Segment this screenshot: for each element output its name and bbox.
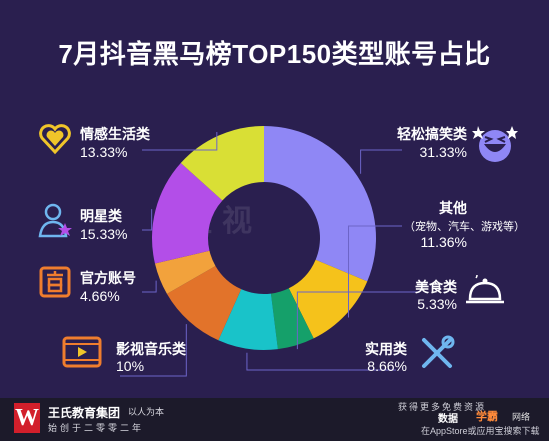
slice-3 bbox=[218, 289, 278, 351]
leader-line-7 bbox=[142, 132, 218, 151]
label-name-star: 明星类 bbox=[80, 208, 122, 224]
watermark-badge: 学霸 bbox=[476, 411, 498, 423]
label-name-funny: 轻松搞笑类 bbox=[397, 126, 467, 142]
label-name-emotion: 情感生活类 bbox=[80, 126, 150, 142]
leader-line-6 bbox=[142, 209, 153, 231]
footer-bar bbox=[0, 398, 549, 441]
leader-line-4 bbox=[120, 324, 187, 377]
label-value-star: 15.33% bbox=[80, 226, 128, 242]
watermark-mid2: 网络 bbox=[512, 412, 531, 422]
slice-7 bbox=[180, 126, 264, 201]
label-name-official: 官方账号 bbox=[80, 270, 136, 286]
laughing-face-icon bbox=[472, 126, 518, 162]
label-value-film: 10% bbox=[116, 358, 145, 374]
leader-line-3 bbox=[246, 352, 396, 371]
label-name-other: 其他 bbox=[439, 200, 467, 216]
slice-4 bbox=[166, 265, 242, 341]
film-reel-icon bbox=[62, 336, 102, 368]
label-name-film: 影视音乐类 bbox=[116, 341, 186, 357]
watermark-top: 获得更多免费资源 bbox=[398, 402, 487, 412]
chart-title: 7月抖音黑马榜TOP150类型账号占比 bbox=[58, 39, 491, 69]
label-value-official: 4.66% bbox=[80, 288, 120, 304]
label-name-practical: 实用类 bbox=[365, 341, 407, 357]
food-cloche-icon bbox=[466, 275, 504, 304]
donut-slices bbox=[152, 126, 376, 351]
leader-line-0 bbox=[360, 149, 402, 174]
label-name-food: 美食类 bbox=[415, 279, 457, 295]
slice-2 bbox=[270, 288, 314, 350]
label-value-practical: 8.66% bbox=[367, 358, 407, 374]
brand-name: 王氏教育集团 bbox=[48, 406, 121, 420]
label-sub-other: （宠物、汽车、游戏等） bbox=[404, 221, 525, 233]
leader-line-2 bbox=[296, 291, 420, 350]
slice-5 bbox=[154, 250, 216, 294]
label-value-funny: 31.33% bbox=[419, 144, 467, 160]
heart-icon bbox=[39, 124, 71, 155]
brand-tagline: 以人为本 bbox=[128, 407, 165, 417]
brand-founded: 始创于二零零二年 bbox=[48, 423, 145, 433]
leader-line-5 bbox=[142, 280, 157, 293]
slice-0 bbox=[264, 126, 376, 282]
brand-logo: W bbox=[14, 403, 40, 433]
watermark-mid: 数据 bbox=[438, 414, 458, 425]
leader-lines bbox=[120, 132, 420, 377]
star-person-icon bbox=[38, 203, 72, 238]
label-value-other: 11.36% bbox=[420, 234, 467, 250]
slice-1 bbox=[288, 259, 368, 339]
official-seal-icon bbox=[39, 266, 71, 298]
label-value-food: 5.33% bbox=[417, 296, 457, 312]
slice-6 bbox=[152, 163, 223, 264]
leader-line-1 bbox=[348, 225, 402, 318]
label-value-emotion: 13.33% bbox=[80, 144, 128, 160]
tools-icon bbox=[422, 335, 455, 368]
watermark-bottom: 在AppStore或应用宝搜索下载 bbox=[421, 426, 540, 436]
